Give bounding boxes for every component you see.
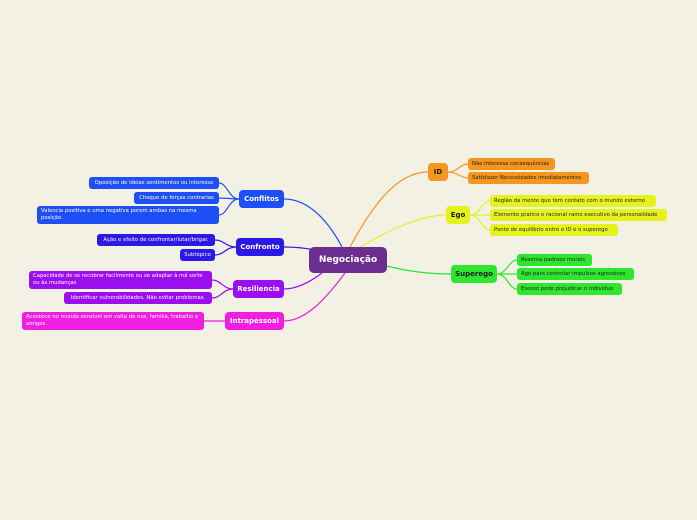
leaf-superego-2[interactable]: Age para controlar impulsos agressivos (517, 268, 634, 280)
leaf-ego-2[interactable]: Elemento pratico e racional ramo executi… (490, 209, 667, 221)
topic-id-label: ID (433, 168, 443, 176)
topic-conflitos[interactable]: Conflitos (239, 190, 284, 208)
link-central-intrapessoal (283, 272, 346, 322)
leaf-resiliencia-2[interactable]: Identificar vulnerabilidades, Não evitar… (64, 292, 212, 304)
link-central-conflitos (283, 198, 343, 248)
leaf-resiliencia-1[interactable]: Capacidade de se recobrar facilmente ou … (29, 271, 212, 289)
topic-intrapessoal-label: Intrapessoal (229, 317, 280, 325)
topic-resiliencia[interactable]: Resiliencia (233, 280, 284, 298)
link-central-superego (386, 265, 452, 275)
leaf-ego-3[interactable]: Ponto de equilibrio entre o ID e o super… (490, 224, 618, 236)
leaf-id-1[interactable]: Não interessa consequências (468, 158, 555, 170)
topic-intrapessoal[interactable]: Intrapessoal (225, 312, 284, 330)
leaf-conflitos-1[interactable]: Oposição de ideias sentimentos ou intere… (89, 177, 219, 189)
central-topic[interactable]: Negociação (309, 247, 387, 273)
topic-superego-label: Superego (455, 270, 493, 278)
topic-id[interactable]: ID (428, 163, 448, 181)
topic-ego[interactable]: Ego (446, 206, 470, 224)
topic-superego[interactable]: Superego (451, 265, 497, 283)
leaf-id-2[interactable]: Satisfazer Necessidades imediatamentes (468, 172, 589, 184)
link-central-ego (359, 214, 447, 248)
link-central-id (349, 171, 429, 248)
leaf-confronto-1[interactable]: Ação e efeito de confrontar/lutar/brigar… (97, 234, 215, 246)
topic-confronto[interactable]: Confronto (236, 238, 284, 256)
central-topic-label: Negociação (318, 255, 378, 265)
leaf-confronto-2[interactable]: Subtópico (180, 249, 215, 261)
topic-confronto-label: Confronto (240, 243, 280, 251)
leaf-superego-1[interactable]: Reserva padroes morais (517, 254, 592, 266)
leaf-intrapessoal-1[interactable]: Acontece no mundo sensivel em volta de n… (22, 312, 204, 330)
leaf-conflitos-3[interactable]: Valencia positiva e uma negativa porem a… (37, 206, 219, 224)
leaf-superego-3[interactable]: Esesso pode prejudicar o individuo (517, 283, 622, 295)
leaf-conflitos-2[interactable]: Choque de forças contrarias (134, 192, 219, 204)
topic-resiliencia-label: Resiliencia (237, 285, 280, 293)
leaf-ego-1[interactable]: Região da mente que tem contato com o mu… (490, 195, 656, 207)
link-central-resiliencia (283, 272, 323, 290)
topic-ego-label: Ego (450, 211, 466, 219)
topic-conflitos-label: Conflitos (244, 195, 279, 203)
